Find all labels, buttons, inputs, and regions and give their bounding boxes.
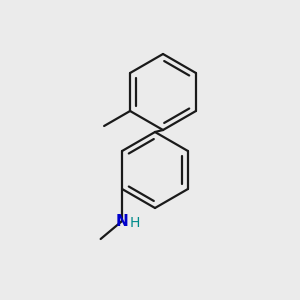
Text: N: N (116, 214, 128, 229)
Text: H: H (130, 216, 140, 230)
